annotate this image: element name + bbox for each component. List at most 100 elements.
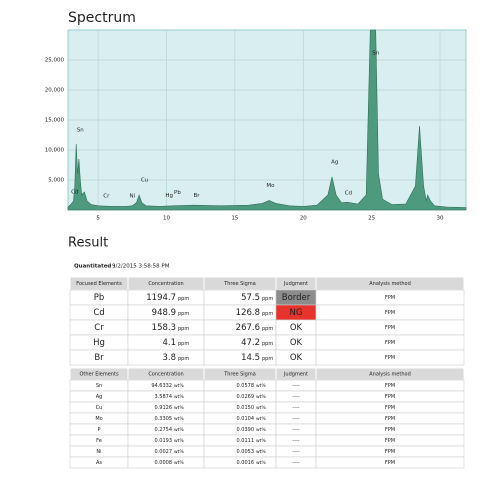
unit: ppm xyxy=(178,356,189,362)
concentration: 0.3305 xyxy=(155,416,173,422)
y-tick-label: 5,000 xyxy=(48,178,64,184)
unit: ppm xyxy=(262,311,273,317)
three-sigma: 47.2 xyxy=(241,338,260,348)
method: FPM xyxy=(385,383,395,389)
header-text: Concentration xyxy=(148,281,183,287)
unit: wt% xyxy=(174,427,184,433)
header-text: Concentration xyxy=(148,372,183,378)
three-sigma: 0.0111 xyxy=(237,438,255,444)
y-tick-label: 25,000 xyxy=(45,58,65,64)
element: Mo xyxy=(95,416,102,422)
header-text: Three Sigma xyxy=(223,372,256,378)
judgment: OK xyxy=(290,323,303,333)
x-tick-label: 5 xyxy=(96,216,100,222)
unit: wt% xyxy=(174,383,184,389)
unit: wt% xyxy=(174,405,184,411)
element: Pb xyxy=(94,293,105,303)
peak-label: Ni xyxy=(129,194,135,200)
concentration: 3.8 xyxy=(162,353,176,363)
concentration: 158.3 xyxy=(152,323,176,333)
concentration: 0.0008 xyxy=(155,460,173,466)
unit: ppm xyxy=(262,326,273,332)
element: Sn xyxy=(96,383,102,389)
peak-label: Sn xyxy=(372,50,379,56)
three-sigma: 0.0578 xyxy=(237,383,255,389)
concentration: 0.9126 xyxy=(155,405,173,411)
concentration: 948.9 xyxy=(152,308,176,318)
three-sigma: 57.5 xyxy=(241,293,260,303)
header-text: Focused Elements xyxy=(76,281,122,287)
peak-label: Hg xyxy=(165,193,173,199)
y-tick-label: 15,000 xyxy=(45,118,65,124)
header-text: Analysis method xyxy=(369,372,411,378)
element: Cu xyxy=(96,405,103,411)
three-sigma: 0.0150 xyxy=(237,405,255,411)
header-text: Judgment xyxy=(283,281,308,287)
unit: ppm xyxy=(262,356,273,362)
element: Ag xyxy=(96,394,103,400)
unit: ppm xyxy=(262,341,273,347)
method: FPM xyxy=(385,405,395,411)
three-sigma: 0.0104 xyxy=(237,416,255,422)
element: Hg xyxy=(93,338,105,348)
x-tick-label: 15 xyxy=(231,216,238,222)
unit: wt% xyxy=(256,438,266,444)
three-sigma: 14.5 xyxy=(241,353,260,363)
concentration: 0.0027 xyxy=(155,449,173,455)
unit: wt% xyxy=(174,438,184,444)
x-tick-label: 10 xyxy=(163,216,170,222)
judgment: Border xyxy=(282,293,311,303)
peak-label: Cu xyxy=(141,178,148,184)
unit: ppm xyxy=(178,311,189,317)
unit: wt% xyxy=(174,394,184,400)
unit: wt% xyxy=(256,416,266,422)
unit: wt% xyxy=(256,449,266,455)
unit: wt% xyxy=(256,383,266,389)
peak-label: Cd xyxy=(345,191,352,197)
concentration: 0.2754 xyxy=(155,427,173,433)
judgment: OK xyxy=(290,338,303,348)
header-text: Judgment xyxy=(283,372,308,378)
unit: wt% xyxy=(256,427,266,433)
header-text: Analysis method xyxy=(369,281,411,287)
peak-label: Pb xyxy=(174,190,181,196)
result-title: Result xyxy=(68,236,108,251)
judgment: ---- xyxy=(292,460,299,466)
judgment: ---- xyxy=(292,383,299,389)
x-tick-label: 20 xyxy=(300,216,307,222)
y-tick-label: 20,000 xyxy=(45,88,65,94)
judgment: OK xyxy=(290,353,303,363)
element: As xyxy=(96,460,102,466)
unit: ppm xyxy=(178,326,189,332)
method: FPM xyxy=(385,416,395,422)
method: FPM xyxy=(385,460,395,466)
spectrum-area xyxy=(67,29,467,211)
x-tick-label: 30 xyxy=(437,216,444,222)
three-sigma: 0.0016 xyxy=(237,460,255,466)
method: FPM xyxy=(385,438,395,444)
unit: wt% xyxy=(174,416,184,422)
x-tick-label: 25 xyxy=(368,216,375,222)
unit: wt% xyxy=(256,394,266,400)
method: FPM xyxy=(385,394,395,400)
header-text: Three Sigma xyxy=(223,281,256,287)
header-text: Other Elements xyxy=(79,372,118,378)
method: FPM xyxy=(385,449,395,455)
unit: wt% xyxy=(256,460,266,466)
method: FPM xyxy=(385,310,395,316)
unit: wt% xyxy=(174,460,184,466)
quantitated-label: Quantitated : xyxy=(74,264,115,270)
element: Ni xyxy=(96,449,101,455)
peak-label: Cr xyxy=(103,194,110,200)
quantitated-date: 9/2/2015 3:58:58 PM xyxy=(112,264,170,270)
method: FPM xyxy=(385,325,395,331)
concentration: 4.1 xyxy=(162,338,176,348)
concentration: 0.0193 xyxy=(155,438,173,444)
method: FPM xyxy=(385,340,395,346)
unit: wt% xyxy=(256,405,266,411)
method: FPM xyxy=(385,427,395,433)
unit: ppm xyxy=(262,296,273,302)
three-sigma: 0.0269 xyxy=(237,394,255,400)
unit: ppm xyxy=(178,296,189,302)
